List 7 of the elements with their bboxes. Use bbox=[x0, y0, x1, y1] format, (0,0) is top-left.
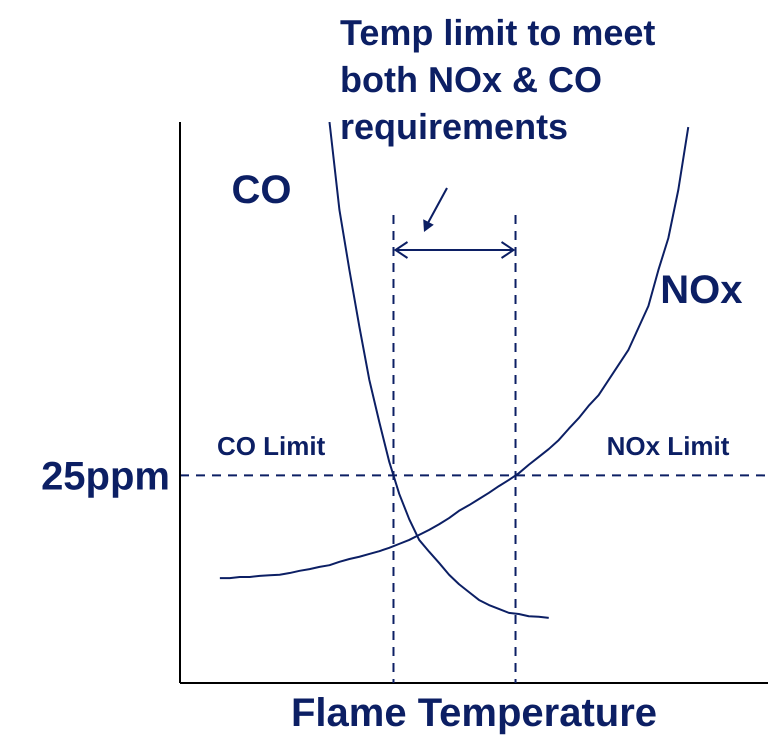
series-label: CO bbox=[231, 168, 292, 212]
x-axis-title: Flame Temperature bbox=[290, 691, 658, 735]
annotation: CO Limit bbox=[216, 431, 326, 463]
ref-line-label: 25ppm bbox=[41, 454, 170, 498]
annotation: NOx Limit bbox=[606, 431, 730, 463]
annotation: Temp limit to meet both NOx & CO requirements bbox=[340, 11, 656, 149]
series-label: NOx bbox=[660, 268, 743, 312]
